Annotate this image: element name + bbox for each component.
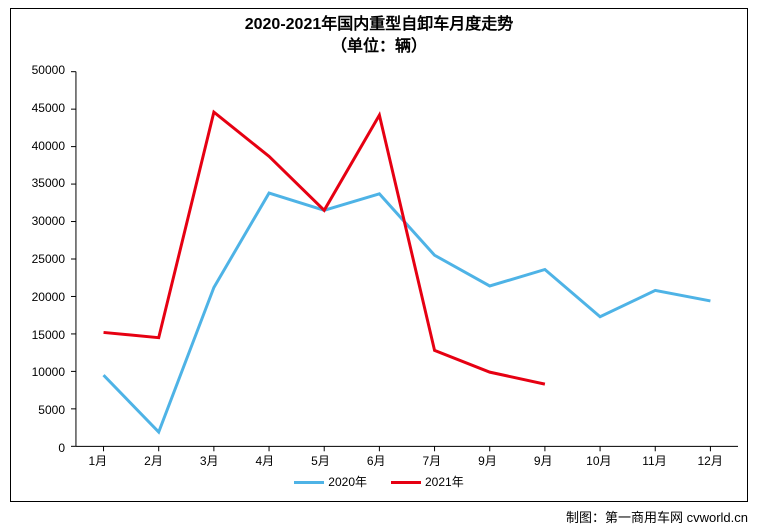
y-tick-label: 45000 xyxy=(20,101,65,115)
x-tick-label: 10月 xyxy=(586,452,611,469)
x-tick-label: 3月 xyxy=(200,452,219,469)
x-tick-label: 11月 xyxy=(642,452,666,469)
y-tick-label: 15000 xyxy=(20,328,65,342)
y-tick-label: 20000 xyxy=(20,290,65,304)
y-tick-label: 30000 xyxy=(20,214,65,228)
legend-item: 2020年 xyxy=(294,473,367,490)
x-tick-label: 7月 xyxy=(422,452,441,469)
legend-swatch xyxy=(391,481,421,484)
y-tick-label: 0 xyxy=(20,441,65,455)
plot-area xyxy=(70,70,738,448)
x-tick-label: 5月 xyxy=(311,452,330,469)
chart-container: 2020-2021年国内重型自卸车月度走势 （单位：辆） 05000100001… xyxy=(0,0,758,532)
x-tick-label: 12月 xyxy=(697,452,722,469)
y-tick-label: 10000 xyxy=(20,365,65,379)
x-tick-label: 9月 xyxy=(478,452,497,469)
series-line xyxy=(104,112,545,384)
credit-text: 制图：第一商用车网 cvworld.cn xyxy=(566,507,748,526)
y-tick-label: 25000 xyxy=(20,252,65,266)
x-tick-label: 1月 xyxy=(88,452,107,469)
y-tick-label: 50000 xyxy=(20,63,65,77)
legend-swatch xyxy=(294,481,324,484)
y-axis-labels: 0500010000150002000025000300003500040000… xyxy=(20,70,65,448)
x-tick-label: 9月 xyxy=(534,452,553,469)
y-tick-label: 40000 xyxy=(20,139,65,153)
y-tick-label: 5000 xyxy=(20,403,65,417)
legend-label: 2021年 xyxy=(425,475,464,489)
legend: 2020年 2021年 xyxy=(0,473,758,490)
legend-label: 2020年 xyxy=(328,475,367,489)
y-tick-label: 35000 xyxy=(20,176,65,190)
x-tick-label: 4月 xyxy=(255,452,274,469)
legend-item: 2021年 xyxy=(391,473,464,490)
x-axis-labels: 1月 2月 3月 4月 5月 6月 7月 9月 9月 10月 11月 12月 xyxy=(70,452,738,472)
x-tick-label: 2月 xyxy=(144,452,163,469)
x-tick-label: 6月 xyxy=(367,452,386,469)
